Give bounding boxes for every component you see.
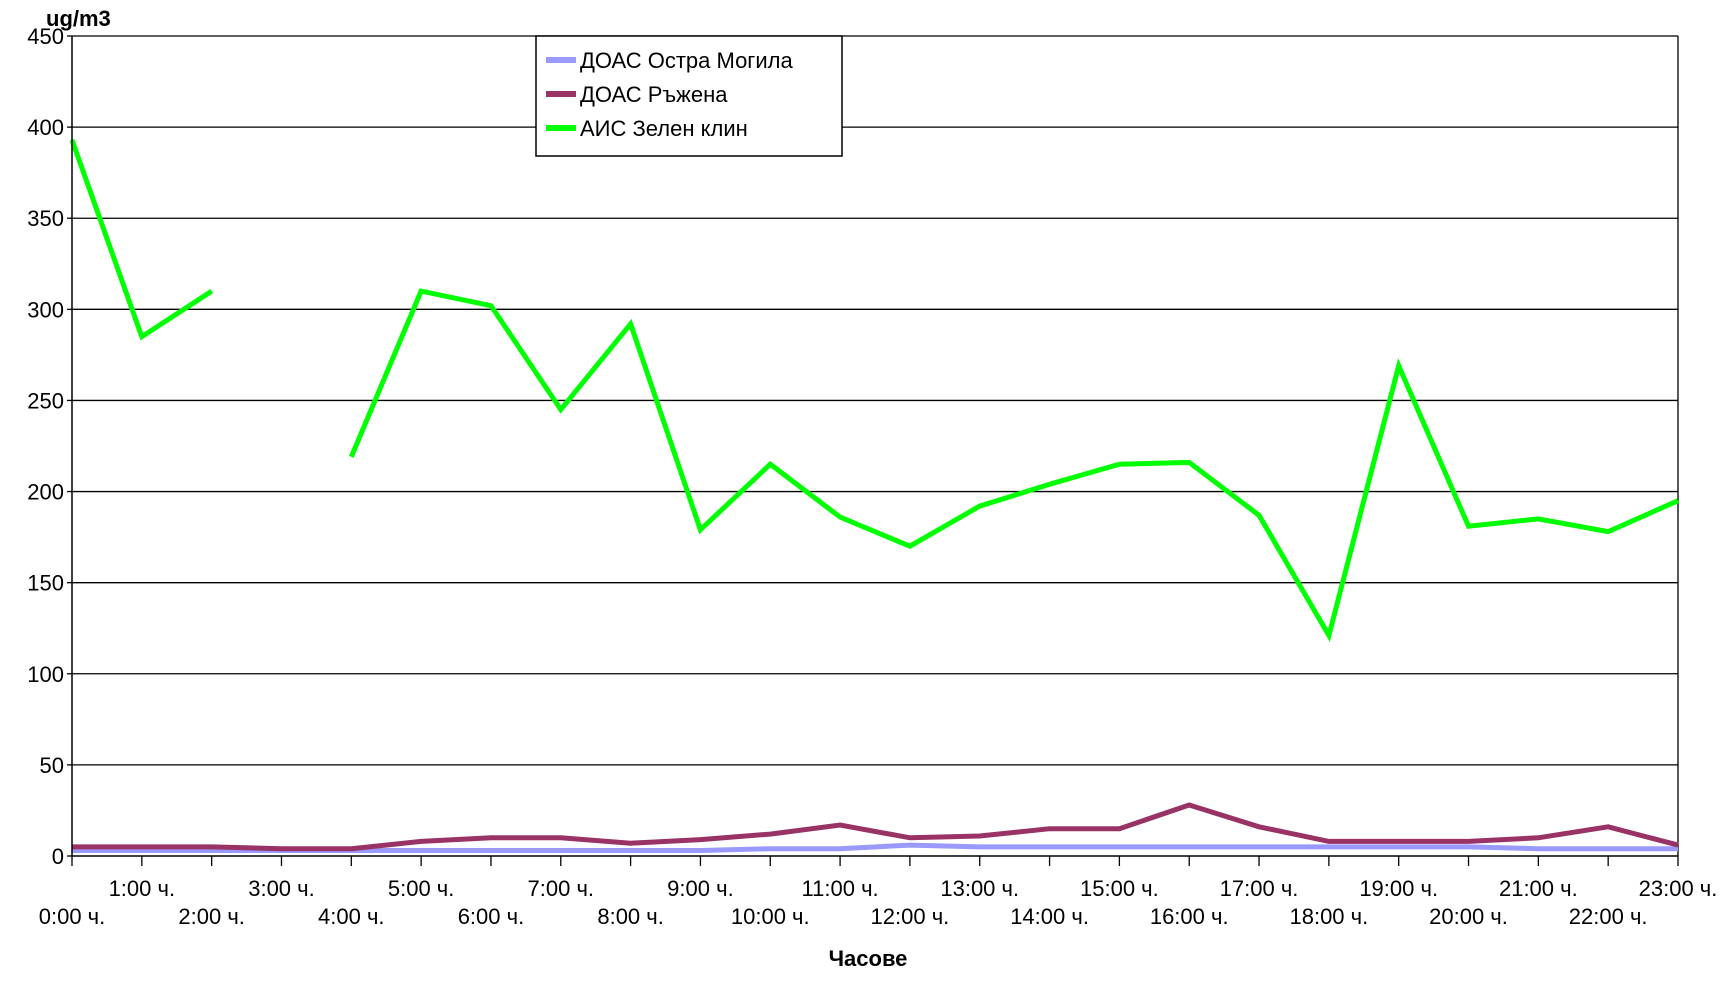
y-tick-label: 300 [27,297,64,322]
legend-label: ДОАС Ръжена [580,82,728,107]
legend-box [535,35,843,157]
y-tick-label: 450 [27,24,64,49]
x-tick-label: 13:00 ч. [940,876,1019,901]
x-tick-label: 8:00 ч. [597,904,664,929]
y-tick-label: 200 [27,480,64,505]
series-line [69,139,214,341]
x-tick-label: 16:00 ч. [1150,904,1229,929]
y-tick-label: 50 [40,753,64,778]
x-tick-label: 4:00 ч. [318,904,385,929]
x-tick-label: 2:00 ч. [178,904,245,929]
y-tick-label: 100 [27,662,64,687]
y-tick-label: 250 [27,388,64,413]
series-2 [72,802,1679,852]
grid-layer [72,35,1679,856]
series-line [348,288,1680,643]
x-tick-label: 15:00 ч. [1080,876,1159,901]
x-tick-label: 11:00 ч. [802,876,879,901]
axis-layer: 0 50 100 150 200 250 300 350 400 450 0:00 ч.1:00 ч… [27,24,1717,929]
x-tick-label: 3:00 ч. [248,876,315,901]
x-tick-label: 19:00 ч. [1359,876,1438,901]
legend: ДОАС Остра Могила ДОАС Ръжена АИС Зелен кл… [535,35,843,157]
x-tick-label: 5:00 ч. [388,876,455,901]
x-tick-label: 20:00 ч. [1429,904,1508,929]
x-tick-label: 10:00 ч. [731,904,810,929]
x-tick-label: 9:00 ч. [667,876,734,901]
x-tick-label: 22:00 ч. [1569,904,1648,929]
series-3 [69,139,1680,643]
series-layer [69,139,1680,853]
series-line [72,802,1679,852]
x-axis-title: Часове [829,946,908,971]
x-tick-label: 6:00 ч. [458,904,525,929]
x-tick-label: 17:00 ч. [1220,876,1299,901]
x-tick-label: 21:00 ч. [1499,876,1578,901]
legend-label: АИС Зелен клин [580,116,748,141]
legend-label: ДОАС Остра Могила [580,48,793,73]
x-tick-label: 18:00 ч. [1289,904,1368,929]
y-tick-label: 0 [52,844,64,869]
x-tick-label: 7:00 ч. [528,876,595,901]
x-tick-label: 23:00 ч. [1639,876,1718,901]
y-tick-label: 150 [27,571,64,596]
x-tick-label: 1:00 ч. [109,876,176,901]
x-tick-label: 0:00 ч. [39,904,106,929]
y-tick-label: 350 [27,206,64,231]
x-tick-label: 14:00 ч. [1010,904,1089,929]
y-axis-title: ug/m3 [46,6,111,31]
y-tick-label: 400 [27,115,64,140]
x-tick-label: 12:00 ч. [871,904,950,929]
